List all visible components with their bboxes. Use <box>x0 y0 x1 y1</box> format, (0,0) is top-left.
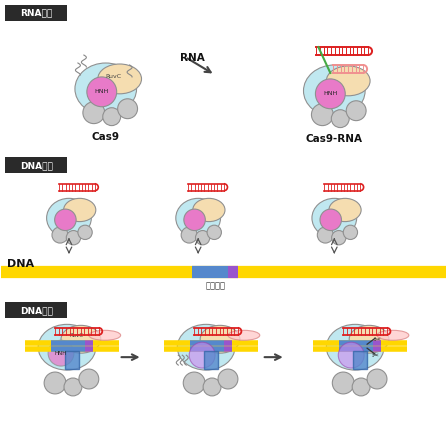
Text: RuvC: RuvC <box>70 333 84 338</box>
Circle shape <box>55 209 76 230</box>
Circle shape <box>48 340 74 366</box>
Circle shape <box>87 77 117 107</box>
Circle shape <box>118 99 138 119</box>
Text: RuvC: RuvC <box>105 75 122 79</box>
Ellipse shape <box>63 198 96 222</box>
Circle shape <box>316 79 345 109</box>
Circle shape <box>346 101 366 121</box>
Circle shape <box>79 369 99 389</box>
Circle shape <box>312 104 333 126</box>
Circle shape <box>64 378 82 396</box>
Circle shape <box>332 230 346 245</box>
Ellipse shape <box>228 330 260 340</box>
Ellipse shape <box>349 325 389 353</box>
Ellipse shape <box>89 330 121 340</box>
Circle shape <box>320 209 342 230</box>
Circle shape <box>207 225 221 239</box>
Text: ✂: ✂ <box>371 351 379 360</box>
Text: HNH: HNH <box>95 89 109 94</box>
Bar <box>65 351 79 369</box>
Circle shape <box>52 227 68 243</box>
Ellipse shape <box>329 198 361 222</box>
Ellipse shape <box>200 325 240 353</box>
Circle shape <box>367 369 387 389</box>
Circle shape <box>83 102 105 123</box>
Bar <box>5 302 67 318</box>
Circle shape <box>44 372 66 394</box>
Circle shape <box>331 110 349 127</box>
Ellipse shape <box>326 325 384 370</box>
Ellipse shape <box>177 325 235 370</box>
Ellipse shape <box>38 325 96 370</box>
Circle shape <box>66 230 80 245</box>
Text: Cas9-RNA: Cas9-RNA <box>306 134 363 143</box>
Circle shape <box>332 372 354 394</box>
Text: HNH: HNH <box>55 351 67 356</box>
Ellipse shape <box>46 198 91 238</box>
Bar <box>204 351 218 369</box>
Circle shape <box>203 378 221 396</box>
Text: HNH: HNH <box>323 91 337 96</box>
Text: DNA探索: DNA探索 <box>20 161 53 170</box>
Text: DNA切断: DNA切断 <box>20 306 53 315</box>
Circle shape <box>181 227 197 243</box>
Ellipse shape <box>75 63 136 115</box>
Bar <box>353 351 367 369</box>
Ellipse shape <box>98 64 142 94</box>
Circle shape <box>338 342 364 368</box>
Ellipse shape <box>304 65 365 117</box>
Circle shape <box>218 369 238 389</box>
Circle shape <box>317 227 333 243</box>
Circle shape <box>184 209 205 230</box>
Text: 標的配列: 標的配列 <box>206 281 226 290</box>
Circle shape <box>343 225 358 239</box>
Circle shape <box>78 225 92 239</box>
Circle shape <box>189 342 215 368</box>
Circle shape <box>195 230 210 245</box>
Text: ✂: ✂ <box>374 335 380 344</box>
Bar <box>5 158 67 173</box>
Ellipse shape <box>312 198 357 238</box>
Text: Cas9: Cas9 <box>92 131 120 142</box>
Text: RNA結合: RNA結合 <box>20 9 52 18</box>
Circle shape <box>352 378 370 396</box>
Text: DNA: DNA <box>7 259 34 269</box>
Ellipse shape <box>176 198 220 238</box>
Ellipse shape <box>326 66 370 96</box>
Ellipse shape <box>61 325 101 353</box>
Circle shape <box>183 372 205 394</box>
Ellipse shape <box>377 330 409 340</box>
Circle shape <box>103 108 121 126</box>
Ellipse shape <box>193 198 225 222</box>
Bar <box>5 5 67 21</box>
Text: RNA: RNA <box>180 53 205 63</box>
